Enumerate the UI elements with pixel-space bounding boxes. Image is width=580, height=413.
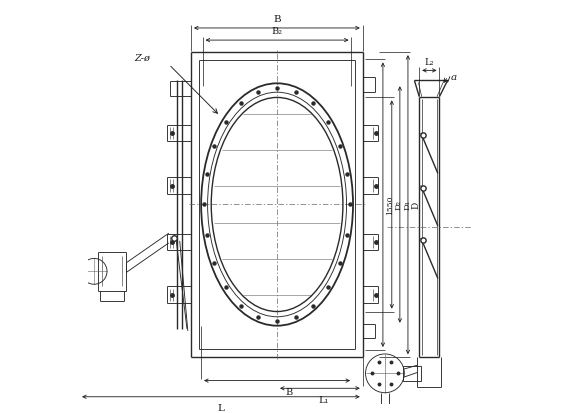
Bar bbox=[403, 366, 421, 381]
Text: Z-ø: Z-ø bbox=[135, 53, 150, 62]
Text: L₁: L₁ bbox=[318, 395, 329, 404]
Text: D₁: D₁ bbox=[403, 200, 411, 210]
Text: D₂: D₂ bbox=[395, 200, 403, 210]
Text: a: a bbox=[451, 73, 457, 82]
Text: D: D bbox=[411, 202, 420, 209]
Text: B: B bbox=[285, 387, 293, 396]
Text: B: B bbox=[273, 15, 281, 24]
Text: 1550: 1550 bbox=[386, 195, 394, 215]
Text: L₂: L₂ bbox=[425, 57, 434, 66]
Text: B₂: B₂ bbox=[271, 27, 282, 36]
Text: L: L bbox=[218, 403, 224, 412]
